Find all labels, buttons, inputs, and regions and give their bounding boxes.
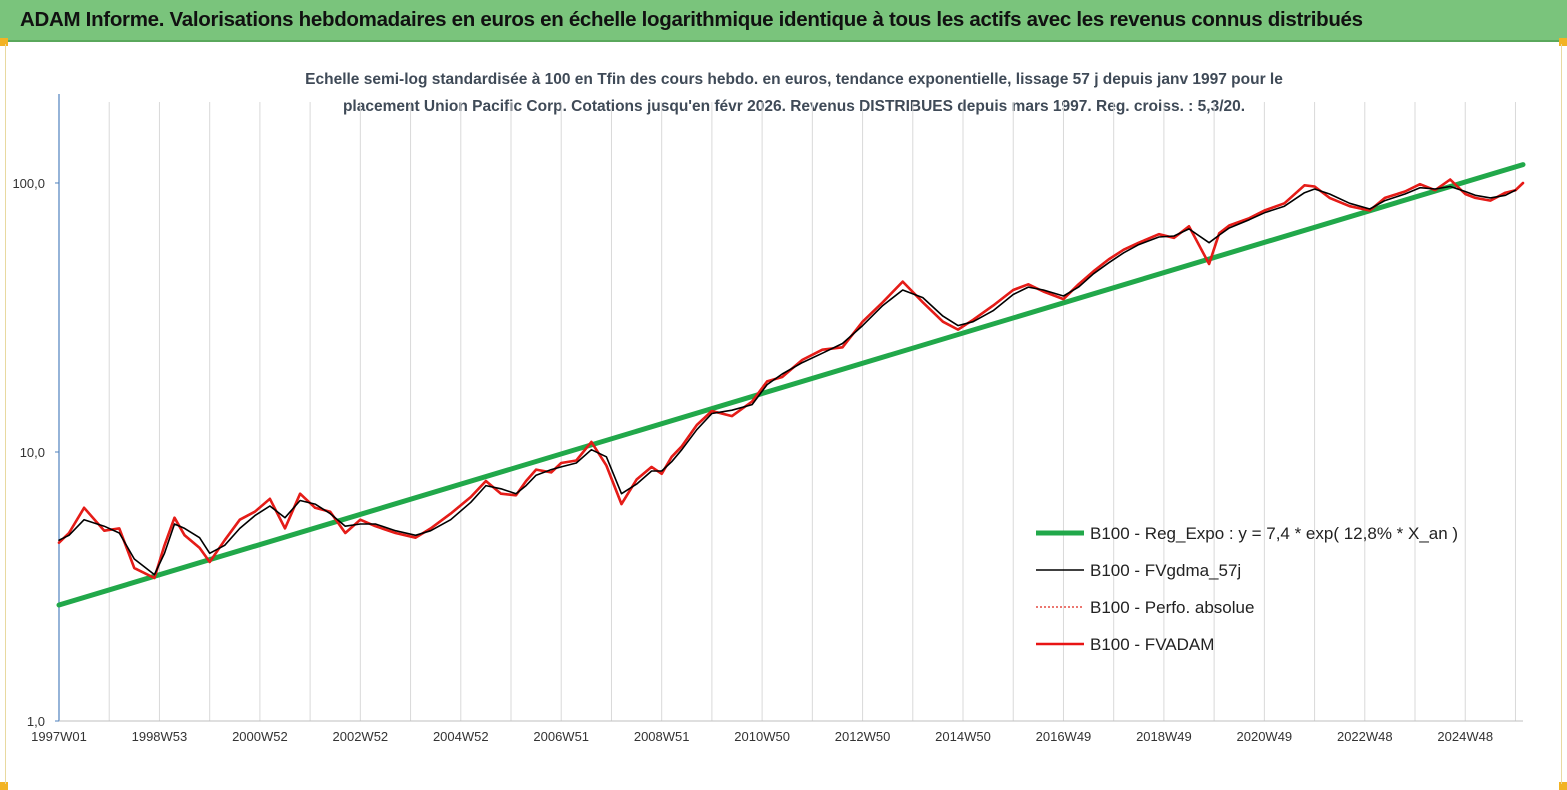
x-tick-label-6: 2008W51	[634, 729, 690, 744]
series-line-thick	[57, 178, 1525, 580]
x-tick-label-13: 2022W48	[1337, 729, 1393, 744]
chart-svg: Echelle semi-log standardisée à 100 en T…	[12, 71, 1526, 744]
x-tick-label-2: 2000W52	[232, 729, 288, 744]
x-tick-label-12: 2020W49	[1237, 729, 1293, 744]
chart-subtitle-line-2: placement Union Pacific Corp. Cotations …	[343, 98, 1245, 115]
x-tick-label-9: 2014W50	[935, 729, 991, 744]
x-tick-label-3: 2002W52	[333, 729, 389, 744]
x-tick-label-8: 2012W50	[835, 729, 891, 744]
page-title: ADAM Informe. Valorisations hebdomadaire…	[20, 8, 1363, 31]
x-tick-label-7: 2010W50	[734, 729, 790, 744]
x-tick-label-0: 1997W01	[31, 729, 87, 744]
series-line-trend	[56, 162, 1526, 608]
chart-area: Echelle semi-log standardisée à 100 en T…	[5, 44, 1562, 784]
x-tick-label-14: 2024W48	[1437, 729, 1493, 744]
legend-label-smooth: B100 - FVgdma_57j	[1090, 561, 1241, 580]
y-tick-label-2: 100,0	[12, 176, 45, 191]
series-line-smooth	[58, 185, 1517, 576]
chart-subtitle-line-1: Echelle semi-log standardisée à 100 en T…	[305, 71, 1283, 88]
corner-marker-tr	[1559, 38, 1567, 46]
corner-marker-bl	[0, 782, 8, 790]
x-tick-label-4: 2004W52	[433, 729, 489, 744]
y-tick-label-0: 1,0	[27, 714, 45, 729]
legend-label-thick: B100 - FVADAM	[1090, 635, 1214, 654]
x-tick-label-1: 1998W53	[132, 729, 188, 744]
legend-label-trend: B100 - Reg_Expo : y = 7,4 * exp( 12,8% *…	[1090, 524, 1458, 543]
y-tick-label-1: 10,0	[20, 445, 45, 460]
corner-marker-br	[1559, 782, 1567, 790]
x-tick-label-11: 2018W49	[1136, 729, 1192, 744]
x-tick-label-10: 2016W49	[1036, 729, 1092, 744]
series-line-dotted	[58, 178, 1524, 579]
corner-marker-tl	[0, 38, 8, 46]
legend-label-dotted: B100 - Perfo. absolue	[1090, 598, 1254, 617]
x-tick-label-5: 2006W51	[533, 729, 589, 744]
header-banner: ADAM Informe. Valorisations hebdomadaire…	[0, 0, 1567, 42]
